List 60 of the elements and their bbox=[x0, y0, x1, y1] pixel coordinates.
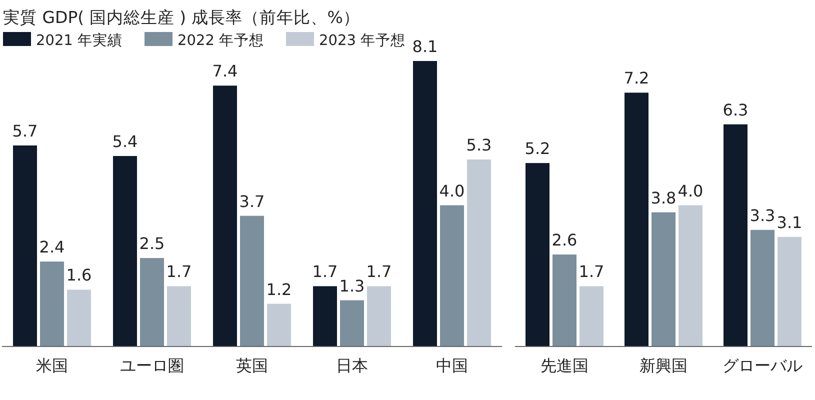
data-label: 1.7 bbox=[366, 262, 392, 282]
bar bbox=[367, 286, 391, 346]
x-tick-label: 先進国 bbox=[540, 356, 588, 375]
data-label: 2.6 bbox=[552, 230, 578, 250]
legend-label: 2021 年実績 bbox=[36, 32, 123, 49]
data-label: 1.7 bbox=[166, 262, 192, 282]
bar bbox=[13, 145, 37, 346]
bar bbox=[580, 286, 604, 346]
bar bbox=[750, 230, 774, 346]
data-label: 5.4 bbox=[112, 132, 138, 151]
data-label: 3.7 bbox=[239, 192, 265, 211]
data-label: 1.2 bbox=[266, 280, 292, 299]
bar bbox=[678, 205, 702, 346]
data-label: 2.4 bbox=[39, 238, 65, 257]
data-label: 1.7 bbox=[312, 262, 338, 282]
data-label: 1.3 bbox=[339, 276, 365, 296]
data-label: 3.1 bbox=[776, 212, 802, 232]
data-label: 5.3 bbox=[466, 136, 492, 155]
bar bbox=[652, 212, 676, 346]
legend-label: 2023 年予想 bbox=[319, 32, 406, 49]
chart-title: 実質 GDP( 国内総生産 ) 成長率（前年比、%） bbox=[3, 8, 360, 27]
bar bbox=[440, 205, 464, 346]
bar bbox=[467, 160, 491, 346]
bar bbox=[140, 258, 164, 346]
bar bbox=[240, 216, 264, 346]
x-tick-label: 米国 bbox=[36, 356, 68, 375]
data-label: 3.8 bbox=[650, 188, 676, 208]
bar bbox=[552, 254, 576, 346]
data-label: 1.7 bbox=[578, 262, 604, 282]
x-tick-label: 英国 bbox=[236, 356, 268, 375]
x-tick-label: 新興国 bbox=[640, 356, 688, 375]
bar bbox=[526, 163, 550, 346]
data-label: 5.7 bbox=[12, 121, 38, 140]
bar bbox=[167, 286, 191, 346]
data-label: 5.2 bbox=[524, 139, 550, 158]
data-label: 7.4 bbox=[212, 62, 238, 81]
data-label: 1.6 bbox=[66, 266, 92, 285]
bar bbox=[213, 86, 237, 346]
x-tick-label: 日本 bbox=[336, 356, 368, 375]
bar bbox=[724, 124, 748, 346]
bar bbox=[267, 304, 291, 346]
data-label: 4.0 bbox=[678, 181, 704, 200]
data-label: 2.5 bbox=[139, 234, 165, 254]
data-label: 8.1 bbox=[412, 37, 438, 56]
data-label: 7.2 bbox=[624, 68, 650, 88]
bar bbox=[40, 262, 64, 346]
data-label: 3.3 bbox=[750, 206, 776, 225]
bar bbox=[67, 290, 91, 346]
bar bbox=[340, 300, 364, 346]
x-tick-label: グローバル bbox=[722, 356, 802, 375]
x-tick-label: ユーロ圏 bbox=[120, 356, 184, 375]
bar bbox=[778, 236, 802, 346]
bar bbox=[113, 156, 137, 346]
bar bbox=[624, 92, 648, 346]
data-label: 4.0 bbox=[439, 181, 465, 200]
legend-label: 2022 年予想 bbox=[178, 32, 264, 49]
data-label: 6.3 bbox=[722, 100, 748, 120]
x-tick-label: 中国 bbox=[436, 356, 468, 375]
bar bbox=[413, 61, 437, 346]
bar bbox=[313, 286, 337, 346]
